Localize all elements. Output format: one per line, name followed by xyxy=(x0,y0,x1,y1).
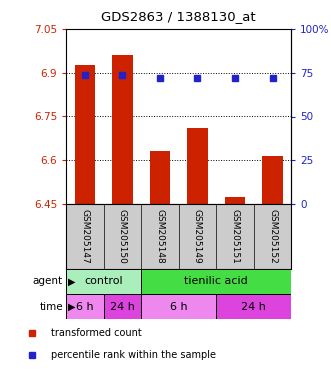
Bar xyxy=(141,269,291,294)
Text: time: time xyxy=(39,301,63,311)
Text: 6 h: 6 h xyxy=(76,301,94,311)
Text: 6 h: 6 h xyxy=(170,301,188,311)
Text: GSM205151: GSM205151 xyxy=(230,209,240,264)
Bar xyxy=(216,294,291,319)
Bar xyxy=(104,294,141,319)
Bar xyxy=(187,128,208,204)
Bar xyxy=(112,55,133,204)
Text: 24 h: 24 h xyxy=(110,301,135,311)
Text: GSM205149: GSM205149 xyxy=(193,209,202,264)
Text: GSM205152: GSM205152 xyxy=(268,209,277,264)
Text: ▶: ▶ xyxy=(68,276,75,286)
Bar xyxy=(75,65,95,204)
Text: GSM205147: GSM205147 xyxy=(80,209,89,264)
Text: GSM205150: GSM205150 xyxy=(118,209,127,264)
Text: GDS2863 / 1388130_at: GDS2863 / 1388130_at xyxy=(101,10,256,23)
Bar xyxy=(150,152,170,204)
Bar xyxy=(66,294,104,319)
Bar xyxy=(225,197,245,204)
Bar xyxy=(262,156,283,204)
Text: tienilic acid: tienilic acid xyxy=(184,276,248,286)
Text: GSM205148: GSM205148 xyxy=(156,209,165,264)
Text: 24 h: 24 h xyxy=(241,301,266,311)
Bar xyxy=(66,269,141,294)
Text: ▶: ▶ xyxy=(68,301,75,311)
Text: transformed count: transformed count xyxy=(51,328,142,338)
Bar xyxy=(141,294,216,319)
Text: agent: agent xyxy=(33,276,63,286)
Text: percentile rank within the sample: percentile rank within the sample xyxy=(51,350,216,360)
Text: control: control xyxy=(84,276,123,286)
